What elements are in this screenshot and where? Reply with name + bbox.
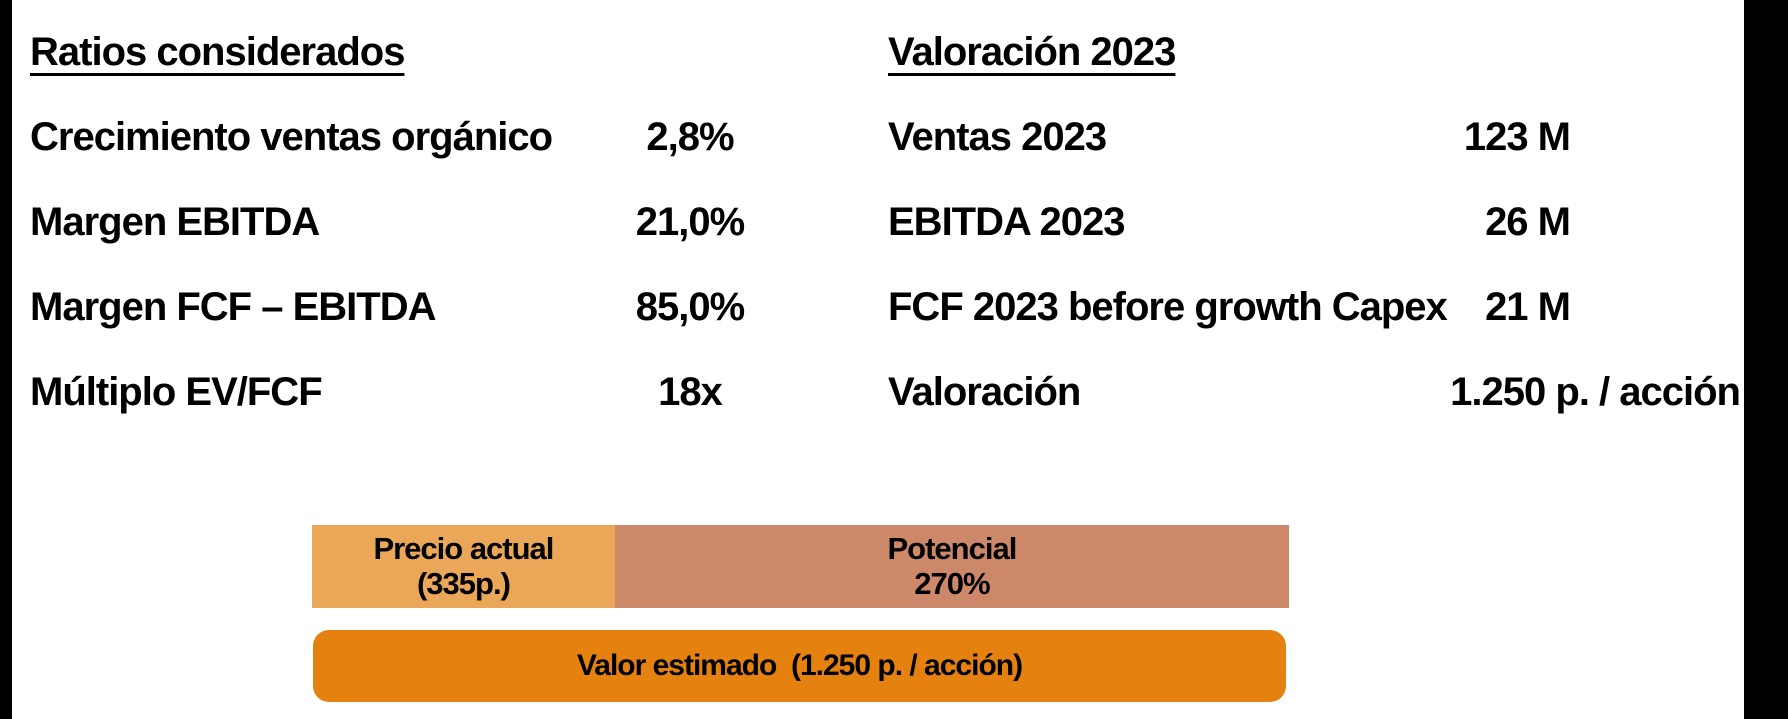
ratio-value: 85,0% bbox=[635, 285, 745, 329]
ratios-table-title: Ratios considerados bbox=[30, 10, 775, 95]
table-row: Múltiplo EV/FCF 18x bbox=[30, 350, 775, 435]
table-row: FCF 2023 before growth Capex 21 M bbox=[888, 265, 1740, 350]
table-row: Valoración 1.250 p. / acción bbox=[888, 350, 1741, 435]
valuation-title-text: Valoración 2023 bbox=[888, 30, 1176, 74]
ratio-value: 21,0% bbox=[635, 200, 745, 244]
table-row: Crecimiento ventas orgánico 2,8% bbox=[30, 95, 775, 180]
valuation-value: 21 M bbox=[1485, 285, 1571, 329]
ratio-label: Margen FCF – EBITDA bbox=[30, 285, 436, 329]
table-row: Ventas 2023 123 M bbox=[888, 95, 1740, 180]
ratio-label: Crecimiento ventas orgánico bbox=[30, 115, 553, 159]
valuation-value: 1.250 p. / acción bbox=[1450, 370, 1741, 414]
table-row: Margen FCF – EBITDA 85,0% bbox=[30, 265, 775, 350]
valuation-value: 26 M bbox=[1485, 200, 1571, 244]
ratio-label: Margen EBITDA bbox=[30, 200, 320, 244]
valuation-table-title: Valoración 2023 bbox=[888, 10, 1740, 95]
potential-line2: 270% bbox=[914, 565, 990, 601]
current-price-line1: Precio actual bbox=[373, 530, 554, 566]
table-row: Margen EBITDA 21,0% bbox=[30, 180, 775, 265]
ratio-value: 18x bbox=[658, 370, 723, 414]
potential-segment: Potencial 270% bbox=[614, 525, 1289, 608]
price-potential-bar: Precio actual (335p.) Potencial 270% bbox=[312, 525, 1289, 608]
valuation-label: EBITDA 2023 bbox=[888, 200, 1126, 244]
ratio-label: Múltiplo EV/FCF bbox=[30, 370, 323, 414]
valuation-label: FCF 2023 before growth Capex bbox=[888, 285, 1448, 329]
current-price-segment: Precio actual (335p.) bbox=[312, 525, 615, 608]
left-black-border bbox=[0, 0, 12, 719]
current-price-line2: (335p.) bbox=[416, 565, 511, 601]
estimated-value-label: Valor estimado (1.250 p. / acción) bbox=[576, 649, 1023, 682]
valuation-label: Valoración bbox=[888, 370, 1081, 414]
right-black-border bbox=[1744, 0, 1788, 719]
ratio-value: 2,8% bbox=[646, 115, 734, 159]
ratios-table: Ratios considerados Crecimiento ventas o… bbox=[30, 10, 775, 435]
valuation-value: 123 M bbox=[1463, 115, 1571, 159]
potential-line1: Potencial bbox=[887, 530, 1018, 566]
valuation-label: Ventas 2023 bbox=[888, 115, 1107, 159]
table-row: EBITDA 2023 26 M bbox=[888, 180, 1740, 265]
ratios-title-text: Ratios considerados bbox=[30, 30, 405, 74]
valuation-table: Valoración 2023 Ventas 2023 123 M EBITDA… bbox=[888, 10, 1741, 435]
estimated-value-bar: Valor estimado (1.250 p. / acción) bbox=[313, 630, 1286, 702]
